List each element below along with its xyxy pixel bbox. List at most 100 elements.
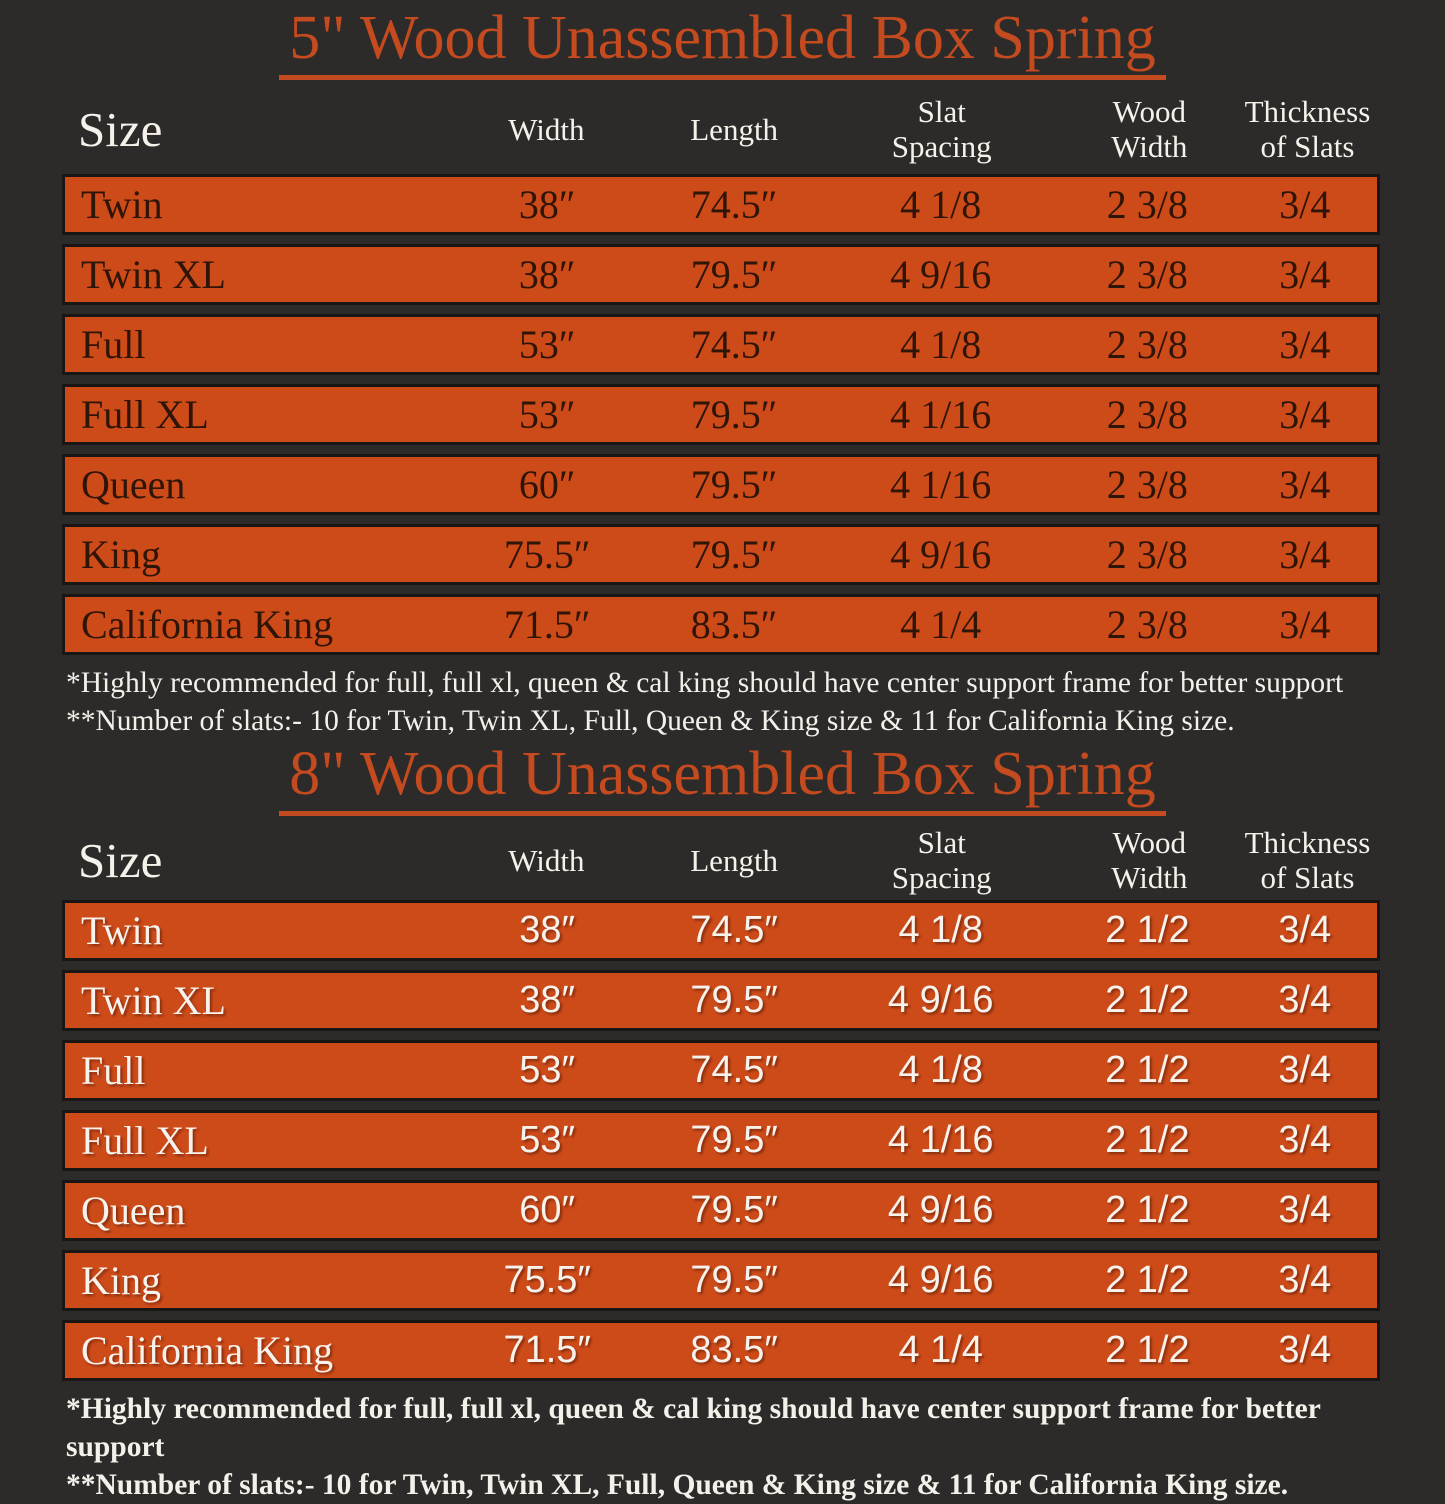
table-5in-title: 5" Wood Unassembled Box Spring (279, 5, 1166, 81)
footnote-slat-count: **Number of slats:- 10 for Twin, Twin XL… (66, 705, 1235, 738)
cell-length: 79.5″ (690, 979, 778, 1022)
table-row-full: Full 53″ 74.5″ 4 1/8 2 3/8 3/4 (62, 314, 1380, 376)
table-row-twin-xl: Twin XL 38″ 79.5″ 4 9/16 2 3/8 3/4 (62, 244, 1380, 306)
cell-width: 60″ (519, 1189, 576, 1232)
cell-size: King (81, 532, 161, 578)
cell-wood-width: 2 3/8 (1106, 392, 1188, 438)
cell-width: 38″ (519, 979, 576, 1022)
cell-slat-spacing: 4 9/16 (890, 252, 992, 298)
table-row-full-xl: Full XL 53″ 79.5″ 4 1/16 2 1/2 3/4 (62, 1110, 1380, 1172)
cell-size: Twin (81, 182, 163, 228)
cell-width: 38″ (518, 182, 576, 228)
header-wood-width-line1: Wood (1112, 825, 1186, 861)
header-slat-spacing-line1: Slat (917, 825, 966, 861)
cell-wood-width: 2 3/8 (1106, 182, 1188, 228)
cell-wood-width: 2 3/8 (1106, 462, 1188, 508)
cell-size: Twin XL (81, 978, 226, 1024)
cell-length: 79.5″ (690, 1259, 778, 1302)
table-8in-title: 8" Wood Unassembled Box Spring (279, 742, 1166, 817)
cell-thickness: 3/4 (1278, 1189, 1332, 1232)
table-8in-section: 8" Wood Unassembled Box Spring Size Widt… (0, 742, 1445, 1504)
cell-slat-spacing: 4 9/16 (887, 1259, 994, 1302)
cell-length: 79.5″ (690, 392, 778, 438)
cell-length: 74.5″ (690, 322, 778, 368)
cell-size: King (81, 1258, 161, 1304)
cell-thickness: 3/4 (1279, 602, 1331, 648)
cell-wood-width: 2 3/8 (1106, 252, 1188, 298)
header-thickness-line2: of Slats (1260, 860, 1355, 896)
header-size-label: Size (78, 832, 163, 888)
table-row-california-king: California King 71.5″ 83.5″ 4 1/4 2 3/8 … (62, 594, 1380, 656)
table-row-queen: Queen 60″ 79.5″ 4 1/16 2 3/8 3/4 (62, 454, 1380, 516)
header-thickness-line1: Thickness (1244, 825, 1371, 861)
cell-size: Queen (81, 462, 186, 508)
header-slat-spacing-line2: Spacing (891, 860, 992, 896)
table-row-full-xl: Full XL 53″ 79.5″ 4 1/16 2 3/8 3/4 (62, 384, 1380, 446)
cell-size: Full XL (81, 1118, 209, 1164)
header-wood-width-line2: Width (1111, 860, 1188, 896)
cell-length: 79.5″ (690, 1119, 778, 1162)
table-8in-rows: Twin 38″ 74.5″ 4 1/8 2 1/2 3/4 Twin XL 3… (62, 900, 1380, 1382)
cell-width: 53″ (519, 1119, 576, 1162)
box-spring-spec-sheet: { "colors": { "background": "#2d2b29", "… (0, 5, 1445, 1501)
cell-width: 75.5″ (503, 532, 591, 578)
table-5in-footnotes: *Highly recommended for full, full xl, q… (66, 664, 1425, 740)
header-length-label: Length (690, 842, 779, 878)
header-slat-spacing-line1: Slat (917, 94, 966, 130)
cell-length: 79.5″ (690, 1189, 778, 1232)
cell-width: 53″ (519, 1049, 576, 1092)
cell-slat-spacing: 4 1/16 (890, 392, 992, 438)
header-thickness-line1: Thickness (1244, 94, 1371, 130)
header-width-label: Width (508, 842, 585, 878)
header-width: Width (444, 842, 648, 879)
footnote-center-support: *Highly recommended for full, full xl, q… (66, 667, 1344, 700)
cell-slat-spacing: 4 1/8 (898, 1049, 983, 1092)
cell-wood-width: 2 1/2 (1105, 1259, 1190, 1302)
cell-thickness: 3/4 (1278, 1049, 1332, 1092)
cell-slat-spacing: 4 9/16 (887, 979, 994, 1022)
header-length: Length (649, 842, 820, 879)
cell-thickness: 3/4 (1278, 1119, 1332, 1162)
table-8in-footnotes: *Highly recommended for full, full xl, q… (66, 1390, 1425, 1504)
header-wood-width: Wood Width (1064, 826, 1235, 895)
table-row-twin: Twin 38″ 74.5″ 4 1/8 2 1/2 3/4 (62, 900, 1380, 962)
cell-slat-spacing: 4 1/4 (900, 602, 982, 648)
cell-length: 83.5″ (690, 602, 778, 648)
cell-wood-width: 2 1/2 (1105, 1049, 1190, 1092)
cell-thickness: 3/4 (1278, 1329, 1332, 1372)
cell-wood-width: 2 1/2 (1105, 1329, 1190, 1372)
cell-wood-width: 2 1/2 (1105, 1119, 1190, 1162)
cell-thickness: 3/4 (1279, 462, 1331, 508)
cell-thickness: 3/4 (1279, 322, 1331, 368)
header-size-label: Size (78, 101, 163, 157)
cell-width: 75.5″ (503, 1259, 591, 1302)
table-row-full: Full 53″ 74.5″ 4 1/8 2 1/2 3/4 (62, 1040, 1380, 1102)
cell-wood-width: 2 3/8 (1106, 602, 1188, 648)
header-wood-width-line2: Width (1111, 129, 1188, 165)
header-length-label: Length (690, 111, 779, 147)
header-wood-width: Wood Width (1064, 95, 1235, 164)
cell-width: 71.5″ (503, 602, 591, 648)
table-row-king: King 75.5″ 79.5″ 4 9/16 2 1/2 3/4 (62, 1250, 1380, 1312)
table-8in-header-row: Size Width Length Slat Spacing Wood Width … (62, 824, 1380, 898)
cell-wood-width: 2 3/8 (1106, 322, 1188, 368)
cell-length: 83.5″ (690, 1329, 778, 1372)
cell-length: 79.5″ (690, 462, 778, 508)
table-row-queen: Queen 60″ 79.5″ 4 9/16 2 1/2 3/4 (62, 1180, 1380, 1242)
cell-length: 79.5″ (690, 252, 778, 298)
table-row-california-king: California King 71.5″ 83.5″ 4 1/4 2 1/2 … (62, 1320, 1380, 1382)
cell-slat-spacing: 4 1/8 (900, 322, 982, 368)
cell-slat-spacing: 4 9/16 (887, 1189, 994, 1232)
cell-size: Queen (81, 1188, 186, 1234)
cell-size: Full (81, 1048, 146, 1094)
header-size: Size (62, 832, 444, 889)
cell-length: 74.5″ (690, 1049, 778, 1092)
cell-thickness: 3/4 (1278, 909, 1332, 952)
cell-slat-spacing: 4 9/16 (890, 532, 992, 578)
cell-thickness: 3/4 (1279, 392, 1331, 438)
cell-thickness: 3/4 (1279, 182, 1331, 228)
table-5in-section: 5" Wood Unassembled Box Spring Size Widt… (0, 5, 1445, 740)
cell-length: 74.5″ (690, 909, 778, 952)
cell-size: Full (81, 322, 146, 368)
table-row-twin: Twin 38″ 74.5″ 4 1/8 2 3/8 3/4 (62, 174, 1380, 236)
